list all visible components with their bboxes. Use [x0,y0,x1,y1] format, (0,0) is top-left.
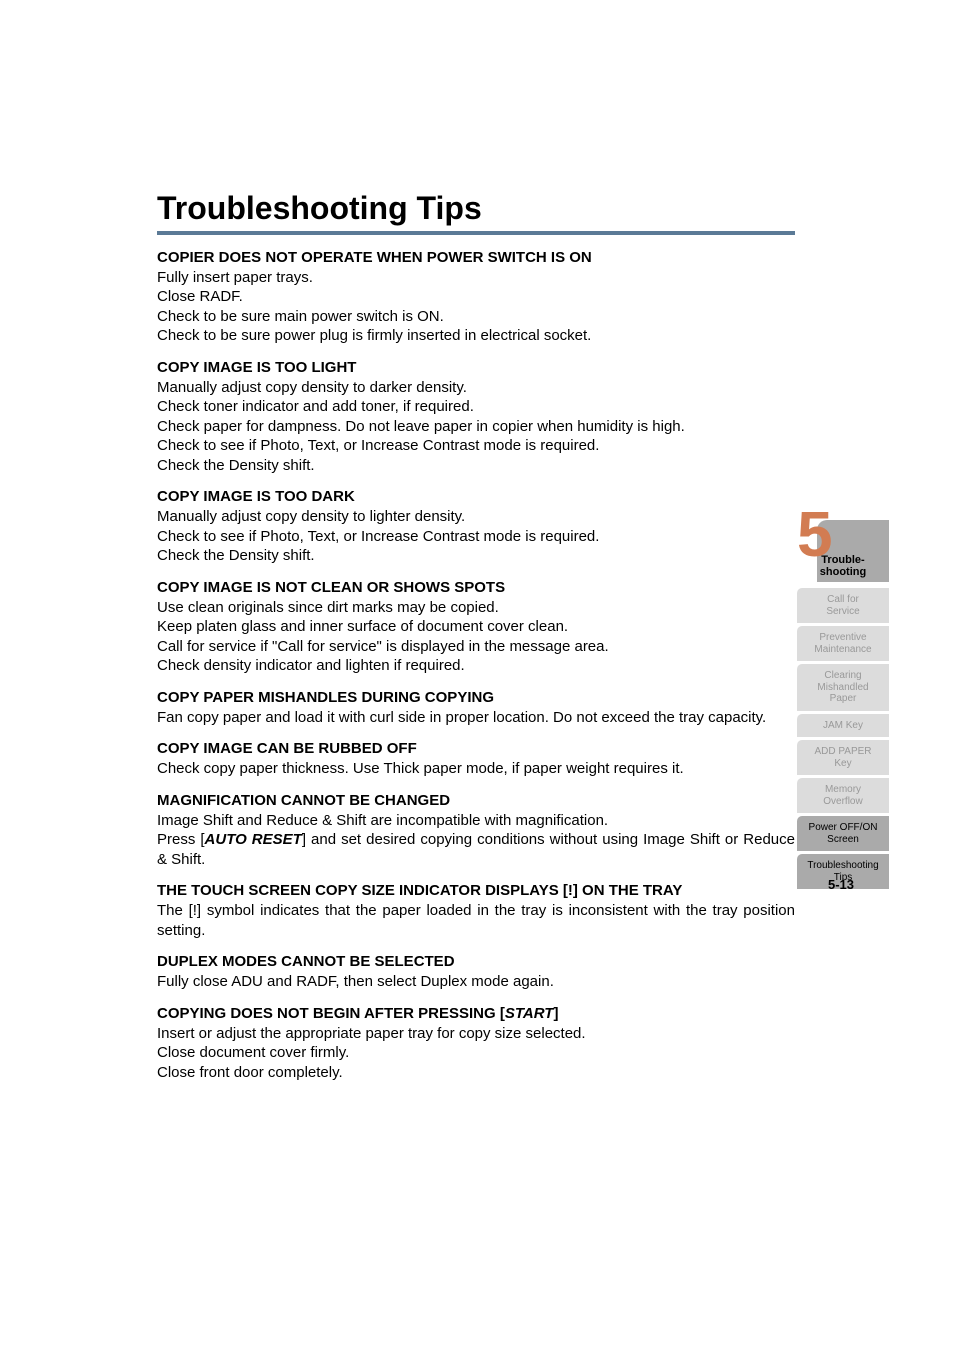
sidebar-nav-item[interactable]: Call forService [797,588,889,623]
sidebar-nav-item[interactable]: MemoryOverflow [797,778,889,813]
section-heading: COPY IMAGE IS NOT CLEAN OR SHOWS SPOTS [157,579,795,596]
body-line: Check toner indicator and add toner, if … [157,397,795,417]
section-heading: COPY PAPER MISHANDLES DURING COPYING [157,689,795,706]
body-paragraph: The [!] symbol indicates that the paper … [157,901,795,940]
body-line: Check to see if Photo, Text, or Increase… [157,527,795,547]
section-heading: COPIER DOES NOT OPERATE WHEN POWER SWITC… [157,249,795,266]
body-paragraph: Image Shift and Reduce & Shift are incom… [157,811,795,870]
chapter-label: Trouble- shooting [797,554,889,578]
section-heading: DUPLEX MODES CANNOT BE SELECTED [157,953,795,970]
body-line: Call for service if "Call for service" i… [157,637,795,657]
body-line: Close RADF. [157,287,795,307]
chapter-label-line1: Trouble- [821,554,864,566]
body-line: Manually adjust copy density to darker d… [157,378,795,398]
section-heading: COPY IMAGE IS TOO LIGHT [157,359,795,376]
body-line: Check to see if Photo, Text, or Increase… [157,436,795,456]
body-line: Close front door completely. [157,1063,795,1083]
body-line: Manually adjust copy density to lighter … [157,507,795,527]
body-line: Keep platen glass and inner surface of d… [157,617,795,637]
body-line: Fully insert paper trays. [157,268,795,288]
page-number: 5-13 [828,877,854,892]
sidebar-nav-item[interactable]: ADD PAPERKey [797,740,889,775]
body-line: Check density indicator and lighten if r… [157,656,795,676]
page-title: Troubleshooting Tips [157,190,889,227]
section-heading: COPY IMAGE IS TOO DARK [157,488,795,505]
body-line: Use clean originals since dirt marks may… [157,598,795,618]
section-heading: COPYING DOES NOT BEGIN AFTER PRESSING [S… [157,1005,795,1022]
body-line: Close document cover firmly. [157,1043,795,1063]
body-line: Fully close ADU and RADF, then select Du… [157,972,795,992]
section-heading: THE TOUCH SCREEN COPY SIZE INDICATOR DIS… [157,882,795,899]
body-line: Check paper for dampness. Do not leave p… [157,417,795,437]
chapter-label-line2: shooting [820,566,866,578]
section-heading: MAGNIFICATION CANNOT BE CHANGED [157,792,795,809]
chapter-tab: 5 Trouble- shooting [797,520,889,582]
sidebar-nav-item[interactable]: JAM Key [797,714,889,738]
sidebar-nav-item[interactable]: Power OFF/ONScreen [797,816,889,851]
sidebar-nav-item[interactable]: ClearingMishandledPaper [797,664,889,711]
section-heading: COPY IMAGE CAN BE RUBBED OFF [157,740,795,757]
body-line: Check the Density shift. [157,456,795,476]
sidebar: 5 Trouble- shooting Call forServicePreve… [797,520,889,892]
body-line: Check copy paper thickness. Use Thick pa… [157,759,795,779]
body-line: Check to be sure main power switch is ON… [157,307,795,327]
body-paragraph: Fan copy paper and load it with curl sid… [157,708,795,728]
sidebar-nav-item[interactable]: PreventiveMaintenance [797,626,889,661]
content-body: COPIER DOES NOT OPERATE WHEN POWER SWITC… [157,249,795,1083]
heading-emphasis: START [505,1005,554,1022]
body-line: Insert or adjust the appropriate paper t… [157,1024,795,1044]
body-line: Check the Density shift. [157,546,795,566]
title-divider [157,231,795,235]
body-emphasis: AUTO RESET [205,831,302,848]
body-line: Check to be sure power plug is firmly in… [157,326,795,346]
